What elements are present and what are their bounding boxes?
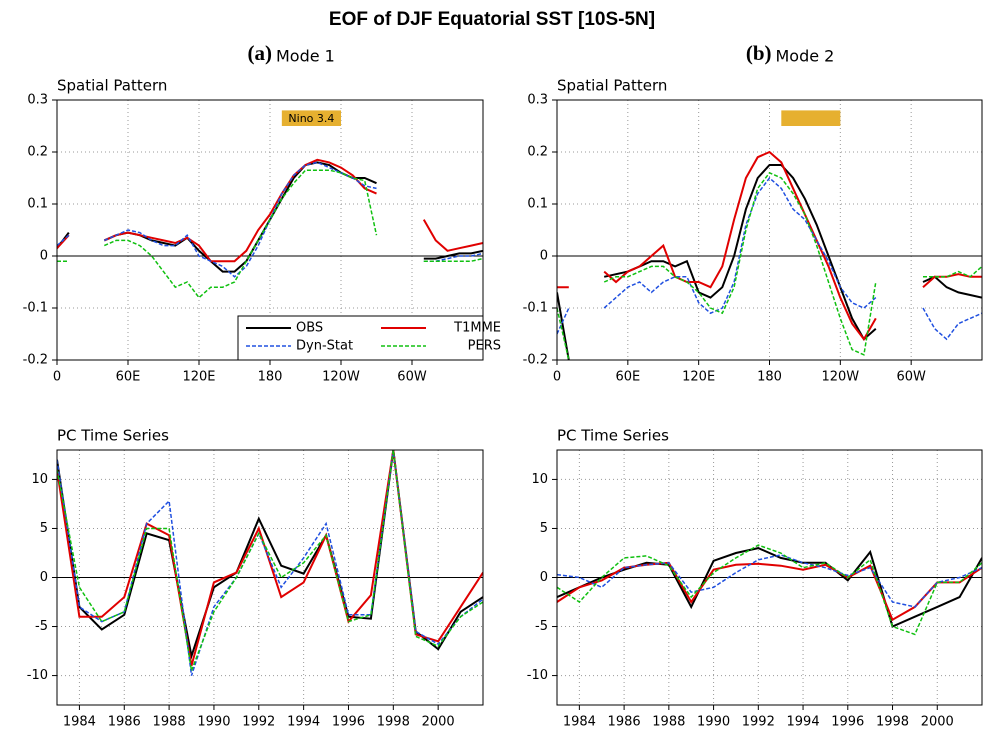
y-tick-label: 0 [540,249,548,264]
panel: PC Time Series -10 -5 0 5 10 1984 1986 1988 1990 1… [527,427,983,730]
series-line [57,450,483,674]
x-tick-label: 120E [182,370,215,385]
x-tick-label: 1996 [831,715,864,730]
region-box [781,110,841,126]
y-tick-label: 10 [31,472,48,487]
y-tick-label: 0.1 [27,197,48,212]
legend: OBS T1MME Dyn-Stat PERS [237,315,501,361]
series-line [557,150,982,342]
x-tick-label: 120W [821,370,859,385]
x-tick-label: 60W [397,370,427,385]
y-tick-label: -10 [27,668,48,683]
x-tick-label: 60E [116,370,141,385]
y-tick-label: 0.3 [527,93,548,108]
y-tick-label: 0.1 [527,197,548,212]
x-tick-label: 1986 [608,715,641,730]
y-tick-label: -5 [35,619,48,634]
x-tick-label: 1996 [332,715,365,730]
panel: PC Time Series -10 -5 0 5 10 1984 1986 1988 1990 1… [27,427,484,730]
y-tick-label: -0.1 [523,301,548,316]
plot-frame [556,99,983,361]
y-tick-label: -5 [535,619,548,634]
x-tick-label: 60W [896,370,926,385]
y-tick-label: 0 [540,570,548,585]
y-tick-label: 0 [40,249,48,264]
plot-frame [556,449,983,706]
series-line [557,164,982,360]
y-tick-label: 5 [40,521,48,536]
legend-label: T1MME [453,321,501,336]
y-tick-label: 0.2 [527,145,548,160]
x-tick-label: 1984 [563,715,596,730]
y-tick-label: 5 [540,521,548,536]
panel-subtitle: PC Time Series [557,427,669,445]
x-tick-label: 180 [757,370,782,385]
y-tick-label: -0.1 [23,301,48,316]
series-line [557,544,982,636]
x-tick-label: 1998 [377,715,410,730]
x-tick-label: 1990 [697,715,730,730]
y-tick-label: 0.2 [27,145,48,160]
figure-title: EOF of DJF Equatorial SST [10S-5N] [329,9,655,30]
x-tick-label: 1988 [652,715,685,730]
panel-label: (a) [248,41,273,65]
x-tick-label: 1988 [153,715,186,730]
x-tick-label: 0 [53,370,61,385]
panel-subtitle: Spatial Pattern [557,77,667,95]
series-line [557,176,982,341]
x-tick-label: 180 [258,370,283,385]
x-tick-label: 0 [553,370,561,385]
x-tick-label: 2000 [422,715,455,730]
legend-label: OBS [296,321,323,336]
panel-subtitle: Spatial Pattern [57,77,167,95]
y-tick-label: -0.2 [23,353,48,368]
x-tick-label: 1998 [876,715,909,730]
panel-subtitle: PC Time Series [57,427,169,445]
region-label: Nino 3.4 [288,112,334,125]
panel-title: Mode 1 [276,47,335,66]
series-line [557,547,982,628]
x-tick-label: 1992 [742,715,775,730]
region-box [281,110,341,126]
x-tick-label: 1986 [108,715,141,730]
y-tick-label: -0.2 [523,353,548,368]
legend-label: PERS [468,339,501,354]
legend-label: Dyn-Stat [296,339,353,354]
x-tick-label: 1992 [242,715,275,730]
panel: (a) Mode 1 Spatial Pattern -0.2 -0.1 0 0.1 0.2 0… [23,41,501,385]
y-tick-label: 0 [40,570,48,585]
panel: (b) Mode 2 Spatial Pattern -0.2 -0.1 0 0.1 0.2 0… [523,41,983,385]
y-tick-label: 0.3 [27,93,48,108]
legend-box [237,315,484,361]
y-tick-label: -10 [527,668,548,683]
series-line [57,450,483,676]
x-tick-label: 120E [682,370,715,385]
series-line [557,171,982,360]
series-line [557,554,982,608]
x-tick-label: 60E [615,370,640,385]
plot-frame [56,449,484,706]
series-line [57,158,483,263]
series-line [57,450,483,660]
panel-title: Mode 2 [776,47,835,66]
x-tick-label: 2000 [921,715,954,730]
series-line [57,169,483,299]
x-tick-label: 1994 [787,715,820,730]
panel-label: (b) [746,41,772,65]
y-tick-label: 10 [531,472,548,487]
x-tick-label: 1994 [287,715,320,730]
x-tick-label: 1990 [197,715,230,730]
x-tick-label: 120W [322,370,360,385]
x-tick-label: 1984 [63,715,96,730]
